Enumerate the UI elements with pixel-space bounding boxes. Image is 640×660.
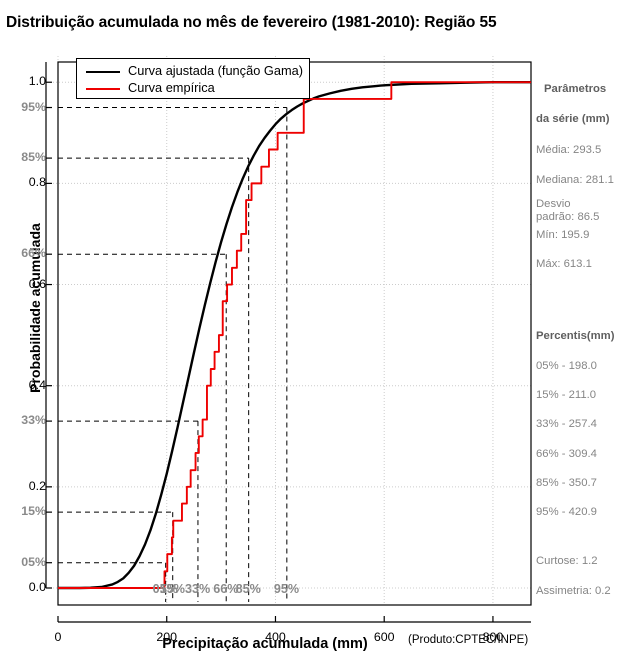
- stat-assimetria: Assimetria: 0.2: [536, 584, 611, 597]
- y-percentile-label-95: 95%: [21, 99, 46, 114]
- percentil-85: 85% - 350.7: [536, 476, 597, 489]
- stat-max: Máx: 613.1: [536, 258, 592, 271]
- y-tick-label-2: 0.4: [28, 377, 46, 392]
- percentil-66: 66% - 309.4: [536, 447, 597, 460]
- params-title-line1: Parâmetros: [544, 83, 607, 95]
- y-percentile-label-66: 66%: [21, 246, 46, 261]
- stat-media: Média: 293.5: [536, 143, 602, 156]
- legend-label-empirical: Curva empírica: [128, 80, 215, 95]
- y-tick-label-1: 0.2: [28, 478, 46, 493]
- x-percentile-label-15: 15%: [159, 582, 185, 596]
- x-percentile-label-05: 05%: [152, 582, 178, 596]
- legend-label-fitted-gamma: Curva ajustada (função Gama): [128, 63, 303, 78]
- stat-desvio-value: padrão: 86.5: [536, 211, 600, 224]
- x-percentile-label-95: 95%: [273, 582, 300, 596]
- x-tick-label-4: 800: [482, 630, 504, 644]
- legend-swatch-empirical: [86, 88, 120, 90]
- legend: Curva ajustada (função Gama) Curva empíri…: [76, 58, 310, 99]
- plot-border: [57, 61, 532, 606]
- legend-swatch-fitted-gamma: [86, 71, 120, 73]
- x-tick-label-1: 200: [156, 630, 178, 644]
- stat-curtose: Curtose: 1.2: [536, 555, 598, 568]
- stat-min: Mín: 195.9: [536, 228, 590, 241]
- stat-mediana: Mediana: 281.1: [536, 173, 614, 186]
- x-percentile-label-66: 66%: [213, 582, 239, 596]
- x-tick-label-2: 400: [265, 630, 286, 644]
- page-title: Distribuição acumulada no mês de feverei…: [6, 14, 497, 31]
- y-tick-label-0: 0.0: [28, 580, 46, 594]
- x-tick-label-0: 0: [54, 630, 62, 644]
- x-percentile-label-33: 33%: [184, 582, 211, 596]
- x-percentile-label-85: 85%: [235, 582, 261, 596]
- y-tick-label-4: 0.8: [28, 175, 46, 190]
- percentis-title: Percentis(mm): [536, 330, 615, 343]
- y-percentile-label-05: 05%: [21, 554, 46, 569]
- stat-desvio-label: Desvio: [536, 198, 571, 211]
- percentil-05: 05% - 198.0: [536, 359, 597, 372]
- y-percentile-label-15: 15%: [21, 504, 46, 519]
- percentil-95: 95% - 420.9: [536, 506, 597, 519]
- params-title-line2: da série (mm): [536, 113, 610, 126]
- y-tick-label-3: 0.6: [28, 276, 46, 291]
- x-axis-title: Precipitação acumulada (mm): [162, 636, 368, 652]
- x-tick-label-3: 600: [373, 630, 395, 644]
- y-percentile-label-33: 33%: [21, 413, 46, 428]
- y-tick-label-5: 1.0: [28, 74, 46, 89]
- source-note: (Produto:CPTEC/INPE): [408, 634, 529, 646]
- y-percentile-label-85: 85%: [21, 150, 46, 165]
- sidebar-stats: Parâmetros da série (mm) Média: 293.5 Me…: [536, 83, 640, 597]
- series-fitted-gamma: [58, 81, 531, 590]
- percentil-15: 15% - 211.0: [536, 388, 597, 401]
- series-empirical: [58, 81, 531, 589]
- y-axis-title: Probabilidade acumulada: [27, 223, 43, 393]
- percentil-33: 33% - 257.4: [536, 418, 597, 431]
